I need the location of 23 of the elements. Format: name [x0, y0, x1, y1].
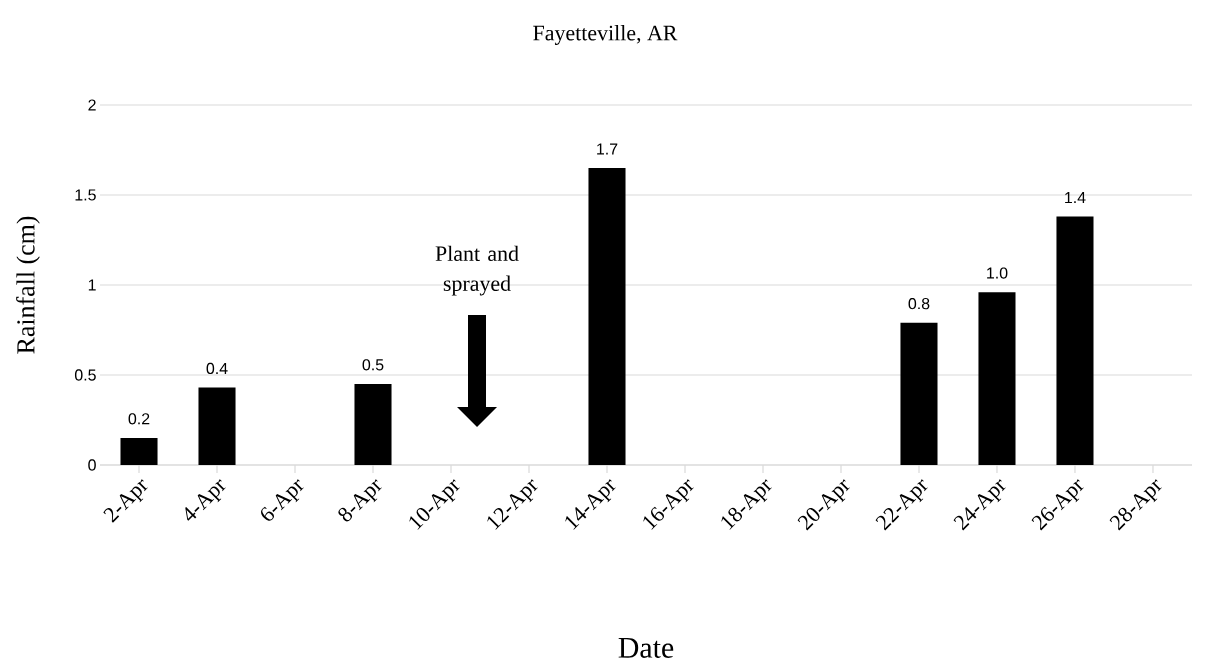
x-axis-title: Date [618, 638, 674, 658]
bar [588, 167, 626, 465]
data-label: 1.7 [597, 143, 618, 155]
chart-title: Fayetteville, AR [533, 25, 678, 45]
y-tick-label: 1.5 [75, 189, 96, 201]
bar [198, 387, 236, 465]
data-label: 1.4 [1065, 192, 1086, 204]
y-tick-label: 2 [88, 99, 96, 111]
y-tick-label: 0.5 [74, 369, 96, 381]
bar [120, 437, 158, 465]
bar [900, 322, 938, 465]
annotation: Plant and sprayed [435, 245, 519, 296]
bar [978, 292, 1016, 465]
bar [1056, 216, 1094, 465]
data-label: 0.8 [908, 297, 930, 310]
data-label: 0.2 [128, 413, 150, 425]
y-axis-title: Rainfall (cm) [16, 216, 40, 354]
data-label: 0.4 [206, 362, 228, 375]
data-label: 0.5 [362, 359, 384, 371]
y-tick-label: 1 [88, 279, 96, 291]
y-tick-label: 0 [88, 459, 96, 471]
bar [354, 383, 392, 465]
data-label: 1.0 [987, 267, 1008, 279]
